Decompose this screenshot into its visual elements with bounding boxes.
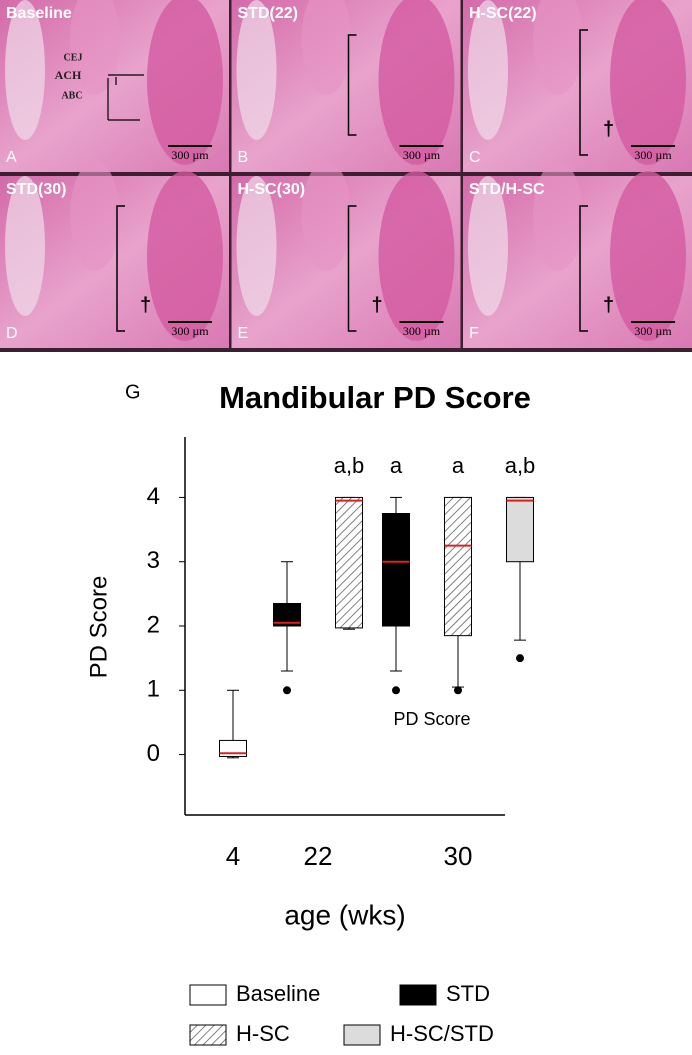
panel-title: Baseline — [6, 5, 72, 22]
chart-title: Mandibular PD Score — [219, 380, 531, 415]
scale-label: 300 µm — [403, 148, 441, 162]
panel-title: H-SC(30) — [238, 181, 306, 198]
panel-title: STD/H-SC — [469, 181, 545, 198]
panel-letter: C — [469, 149, 481, 166]
y-tick-label: 1 — [147, 676, 160, 703]
dagger: † — [603, 118, 614, 140]
bracket — [116, 205, 125, 332]
tissue-shape — [5, 0, 45, 140]
tissue-shape — [5, 176, 45, 316]
y-axis-label: PD Score — [85, 576, 112, 679]
y-tick-label: 4 — [147, 483, 160, 510]
bracket — [107, 74, 144, 121]
legend-swatch — [343, 1024, 381, 1046]
panel-letter: G — [125, 381, 141, 403]
tooth-shape — [301, 161, 352, 271]
y-tick-label: 0 — [147, 740, 160, 767]
legend-label: Baseline — [236, 981, 320, 1006]
y-tick-label: 2 — [147, 611, 160, 638]
panel-title: STD(30) — [6, 181, 66, 198]
x-tick-label: 22 — [304, 841, 333, 871]
outlier — [454, 686, 462, 695]
outlier — [283, 686, 291, 695]
dagger: † — [603, 294, 614, 316]
tooth-shape — [378, 171, 455, 341]
box — [273, 603, 301, 627]
scale-label: 300 µm — [634, 324, 672, 338]
y-tick-label: 3 — [147, 547, 160, 574]
tooth-shape — [378, 0, 455, 165]
tissue-shape — [236, 176, 277, 316]
legend-swatch — [399, 984, 437, 1006]
tissue-shape — [236, 0, 277, 140]
box — [506, 496, 534, 563]
scale-label: 300 µm — [634, 148, 672, 162]
significance-label: a,b — [334, 453, 365, 478]
bracket — [579, 205, 588, 332]
dagger: † — [372, 294, 383, 316]
box — [382, 513, 410, 627]
tooth-shape — [70, 0, 120, 95]
panel-letter: E — [238, 325, 249, 342]
significance-label: a — [390, 453, 403, 478]
legend-swatch — [189, 1024, 227, 1046]
dagger: † — [140, 294, 151, 316]
x-tick-label: 30 — [444, 841, 473, 871]
outlier — [516, 654, 524, 663]
bracket — [347, 34, 357, 136]
panel-title: H-SC(22) — [469, 5, 537, 22]
tooth-shape — [147, 171, 223, 341]
landmark-label: CEJ — [64, 52, 83, 63]
panel-letter: F — [469, 325, 479, 342]
outlier — [392, 686, 400, 695]
scale-label: 300 µm — [171, 148, 209, 162]
tooth-shape — [610, 171, 686, 341]
legend-swatch — [189, 984, 227, 1006]
panel-letter: B — [238, 149, 249, 166]
box — [335, 496, 363, 629]
landmark-label: ACH — [55, 68, 82, 82]
significance-label: a — [452, 453, 465, 478]
scale-label: 300 µm — [403, 324, 441, 338]
tooth-shape — [610, 0, 686, 165]
x-axis-label: age (wks) — [284, 899, 405, 930]
bracket — [579, 29, 588, 156]
panel-title: STD(22) — [238, 5, 298, 22]
tissue-shape — [468, 0, 508, 140]
significance-label: a,b — [505, 453, 536, 478]
tooth-shape — [301, 0, 352, 95]
legend-label: H-SC/STD — [390, 1021, 494, 1046]
annotation: PD Score — [393, 709, 470, 729]
tooth-shape — [147, 0, 223, 165]
x-tick-label: 4 — [226, 841, 240, 871]
box — [444, 496, 472, 637]
landmark-label: ABC — [61, 90, 82, 101]
panel-letter: A — [6, 149, 17, 166]
legend-label: STD — [446, 981, 490, 1006]
panel-letter: D — [6, 325, 18, 342]
tissue-shape — [468, 176, 508, 316]
scale-label: 300 µm — [171, 324, 209, 338]
tooth-shape — [533, 0, 583, 95]
bracket — [347, 205, 357, 332]
tooth-shape — [533, 161, 583, 271]
tooth-shape — [70, 161, 120, 271]
legend-label: H-SC — [236, 1021, 290, 1046]
